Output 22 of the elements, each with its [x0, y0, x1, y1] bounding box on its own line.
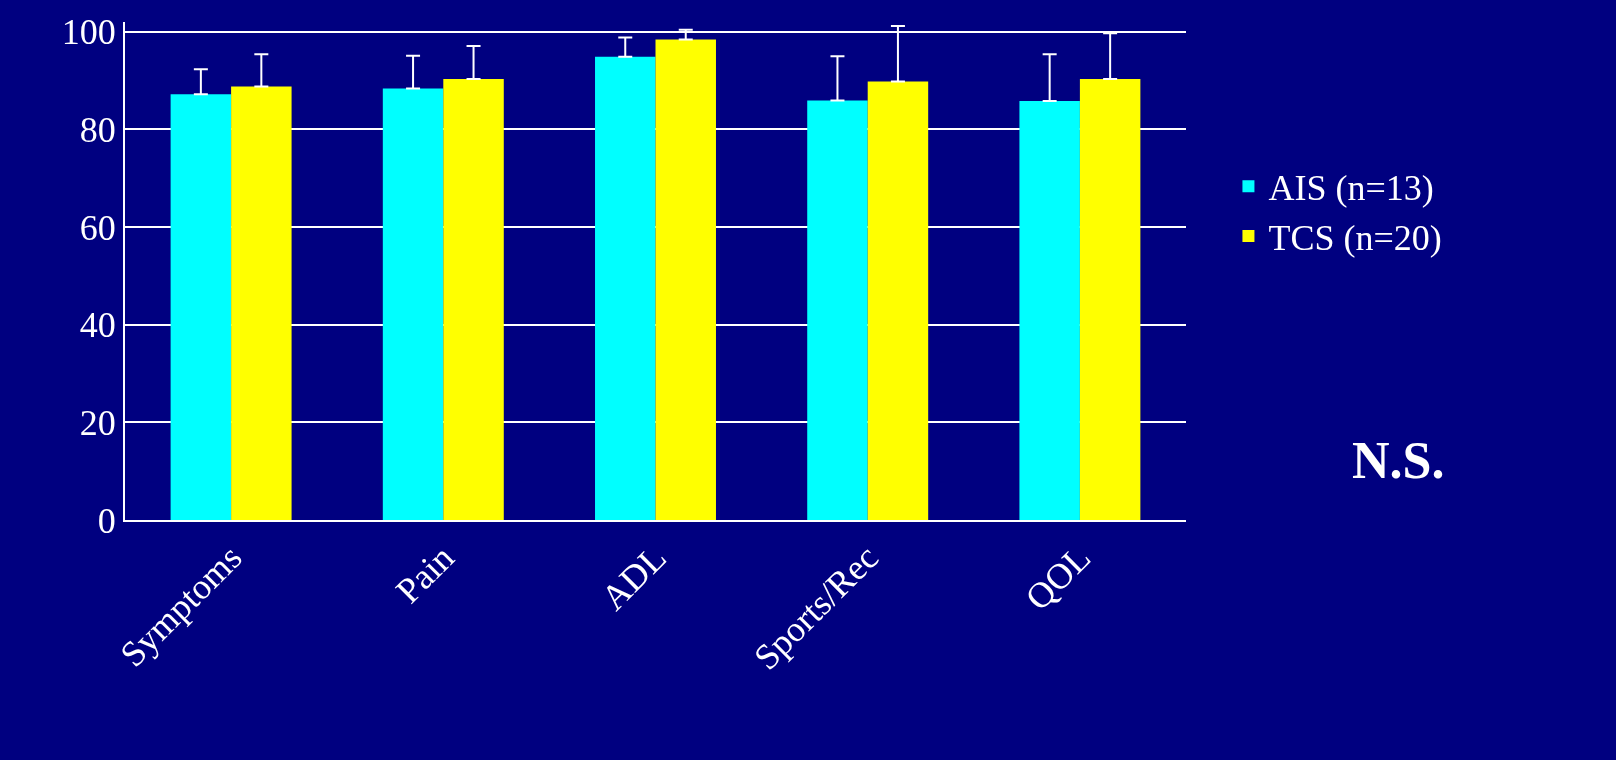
- bar: [1079, 79, 1141, 520]
- legend-label: TCS (n=20): [1268, 217, 1442, 258]
- text: N.S.: [1352, 432, 1445, 489]
- y-tick-label: 40: [79, 305, 116, 346]
- y-tick-label: 0: [97, 500, 116, 541]
- x-tick-label: QOL: [1017, 537, 1099, 618]
- x-tick-label: ADL: [593, 537, 674, 618]
- bar: [595, 56, 656, 520]
- y-tick-label: 60: [79, 207, 116, 248]
- y-tick-label: 100: [61, 12, 116, 53]
- bar: [867, 81, 929, 520]
- bar: [170, 94, 232, 520]
- x-tick-label: Pain: [388, 537, 462, 611]
- bar: [443, 79, 504, 520]
- bar: [1019, 101, 1080, 520]
- bar: [655, 39, 716, 520]
- bar: [231, 86, 292, 520]
- y-tick-label: 80: [79, 110, 116, 151]
- bar: [382, 88, 444, 520]
- y-tick-label: 20: [79, 402, 116, 443]
- legend-label: AIS (n=13): [1268, 168, 1434, 209]
- bar: [807, 100, 868, 520]
